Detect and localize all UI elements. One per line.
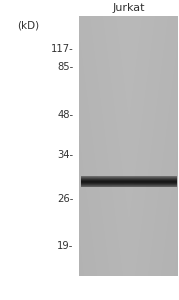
Text: 19-: 19- <box>57 241 73 251</box>
Text: 117-: 117- <box>51 44 73 55</box>
Text: 48-: 48- <box>57 110 73 121</box>
Text: Jurkat: Jurkat <box>113 3 145 14</box>
Text: 26-: 26- <box>57 194 73 205</box>
Text: (kD): (kD) <box>18 20 40 31</box>
Text: 34-: 34- <box>57 149 73 160</box>
Text: 85-: 85- <box>57 62 73 73</box>
